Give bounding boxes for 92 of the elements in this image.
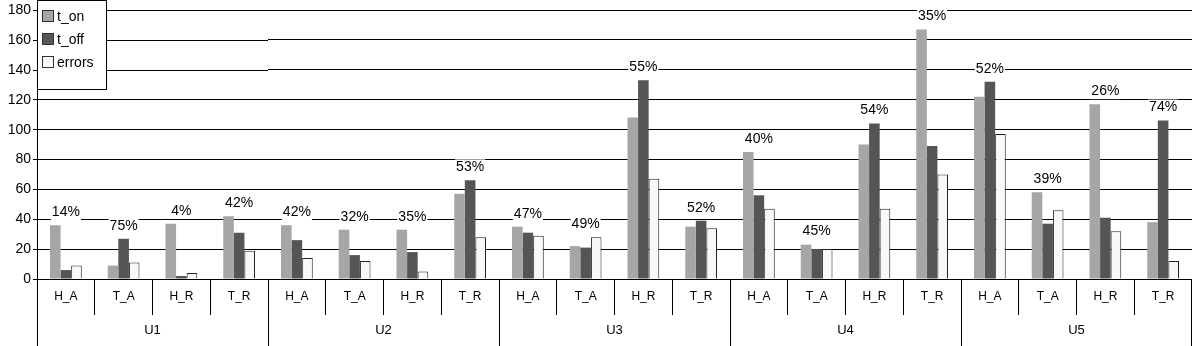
legend-label: t_on [57,7,85,24]
y-tick-label: 160 [7,31,32,48]
x-tick-label: H_A [978,288,1002,303]
y-tick-label: 100 [7,120,32,137]
y-tick-label: 60 [15,180,32,197]
annotation: 49% [571,215,600,232]
annotation: 26% [1091,82,1120,99]
bar [118,238,129,279]
x-tick-label: H_R [169,288,194,303]
x-tick-label: T_A [1036,288,1059,303]
x-tick-label: H_A [285,288,309,303]
bar [926,145,938,279]
x-tick-label: T_R [920,288,944,303]
x-axis-title: U5 [1068,321,1085,337]
x-tick-label: H_A [516,288,540,303]
x-tick-label: H_R [862,288,887,303]
bar [407,252,418,279]
bar [176,276,187,279]
annotation: 47% [513,204,542,221]
x-tick-label: T_R [1151,288,1175,303]
bar [291,240,303,279]
annotation: 35% [398,207,427,224]
x-tick-label: T_A [112,288,135,303]
annotation: 52% [975,59,1004,76]
bar [1089,104,1101,279]
y-tick-label: 80 [15,150,32,167]
annotation: 55% [629,58,658,75]
x-tick-label: T_R [458,288,482,303]
annotation: 40% [744,129,773,146]
bar [396,229,408,279]
x-tick-label: H_R [631,288,656,303]
x-axis-title: U2 [375,321,392,337]
bar [800,244,812,279]
x-tick-label: H_A [54,288,78,303]
bar [973,96,985,279]
x-tick-label: T_A [574,288,597,303]
bar [60,270,72,279]
bar [627,117,639,279]
x-axis-title: U3 [606,321,623,337]
bar [916,29,927,279]
bar [685,226,696,279]
bar [1147,222,1158,279]
x-axis-title: U4 [837,321,854,337]
bar [280,225,292,279]
bar [869,123,880,279]
x-tick-label: H_R [400,288,425,303]
bar [569,246,581,279]
y-tick-label: 0 [23,269,32,286]
x-axis-title: U1 [144,321,161,337]
bar [984,81,996,279]
bar [1157,120,1169,279]
annotation: 75% [109,216,138,233]
x-tick-label: T_A [805,288,828,303]
bar [349,255,360,279]
y-tick-label: 120 [7,90,32,107]
x-tick-label: T_A [343,288,366,303]
annotation: 42% [282,203,311,220]
legend-label: t_off [57,30,84,47]
bar [464,180,476,279]
bar [858,144,870,279]
annotation: 52% [687,198,716,215]
bar [695,220,707,279]
annotation: 54% [860,101,889,118]
bar [49,225,61,279]
annotation: 45% [802,222,831,239]
y-tick-label: 40 [15,210,32,227]
annotation: 53% [456,158,485,175]
annotation: 42% [225,194,254,211]
bar [454,193,465,279]
annotation: 14% [51,203,80,220]
x-tick-label: T_R [227,288,251,303]
y-tick-label: 140 [7,60,32,77]
bar [742,151,754,279]
annotation: 74% [1149,98,1178,115]
annotation: 35% [918,7,947,24]
x-tick-label: H_A [747,288,771,303]
x-tick-label: H_R [1093,288,1118,303]
bar [811,249,822,279]
bar [1031,192,1043,279]
bar [511,226,523,279]
bar [233,232,245,279]
bar [338,229,350,279]
y-tick-label: 180 [7,1,32,18]
x-tick-label: T_R [689,288,713,303]
bar [223,216,234,279]
annotation: 32% [340,207,369,224]
annotation: 39% [1033,170,1062,187]
bar [165,223,177,279]
bar [107,265,119,279]
legend-label: errors [57,53,94,70]
annotation: 4% [171,201,192,218]
y-tick-label: 20 [15,240,32,257]
